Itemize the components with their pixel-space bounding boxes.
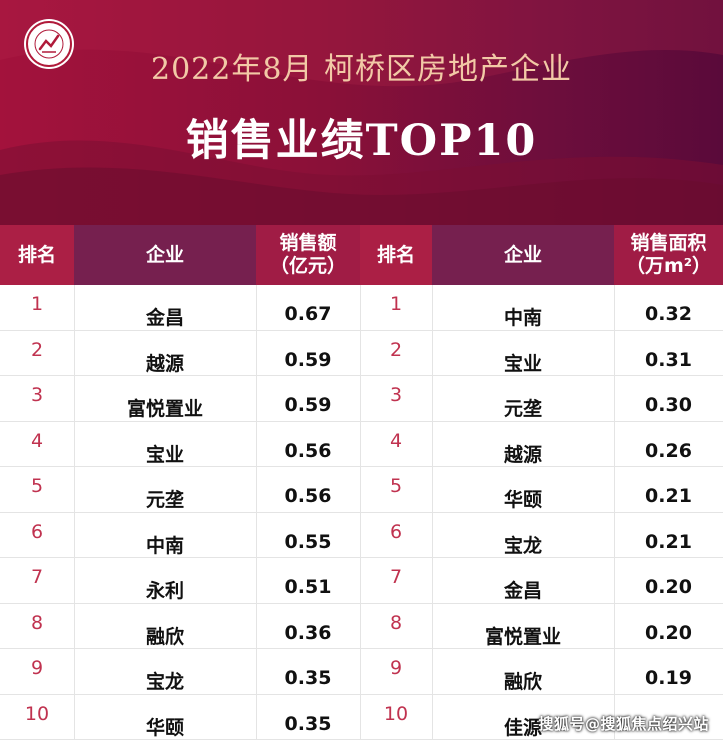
right-company-cell: 富悦置业 xyxy=(432,604,614,649)
left-sales-amount-cell: 0.35 xyxy=(256,649,360,695)
left-rank-cell: 1 xyxy=(0,285,74,331)
company-seal-logo xyxy=(24,19,74,69)
left-rank-cell: 10 xyxy=(0,695,74,740)
left-company-cell: 宝业 xyxy=(74,422,256,467)
right-sales-area-header: 销售面积 （万m²） xyxy=(614,225,723,285)
left-company-cell: 越源 xyxy=(74,331,256,376)
left-sales-amount-cell: 0.51 xyxy=(256,558,360,604)
right-company-cell: 金昌 xyxy=(432,558,614,604)
right-rank-cell: 4 xyxy=(360,422,432,467)
left-company-cell: 宝龙 xyxy=(74,649,256,695)
right-sales-area-cell: 0.26 xyxy=(614,422,723,467)
column-divider xyxy=(74,285,75,740)
left-company-cell: 永利 xyxy=(74,558,256,604)
title-line-2: 销售业绩TOP10 xyxy=(185,116,538,166)
right-sales-area-cell: 0.20 xyxy=(614,558,723,604)
table-row: 5 元垄 0.56 5 华颐 0.21 xyxy=(0,467,723,513)
table-row: 6 中南 0.55 6 宝龙 0.21 xyxy=(0,513,723,558)
right-company-cell: 元垄 xyxy=(432,376,614,422)
right-sales-area-cell: 0.32 xyxy=(614,285,723,331)
left-company-cell: 富悦置业 xyxy=(74,376,256,422)
left-rank-cell: 2 xyxy=(0,331,74,376)
right-sales-area-cell: 0.19 xyxy=(614,649,723,695)
left-rank-cell: 9 xyxy=(0,649,74,695)
right-sales-area-cell: 0.20 xyxy=(614,604,723,649)
column-divider xyxy=(256,285,257,740)
right-sales-area-cell: 0.31 xyxy=(614,331,723,376)
table-row: 8 融欣 0.36 8 富悦置业 0.20 xyxy=(0,604,723,649)
left-sales-amount-cell: 0.35 xyxy=(256,695,360,740)
table-row: 3 富悦置业 0.59 3 元垄 0.30 xyxy=(0,376,723,422)
ranking-table: 排名 企业 销售额 （亿元） 排名 企业 销售面积 （万m²） 1 金昌 0.67 1… xyxy=(0,225,723,740)
right-rank-cell: 3 xyxy=(360,376,432,422)
right-sales-area-cell: 0.21 xyxy=(614,467,723,513)
left-company-cell: 元垄 xyxy=(74,467,256,513)
left-rank-cell: 5 xyxy=(0,467,74,513)
right-company-header: 企业 xyxy=(432,225,614,285)
table-row: 1 金昌 0.67 1 中南 0.32 xyxy=(0,285,723,331)
right-sales-area-cell: 0.21 xyxy=(614,513,723,558)
header-banner: 2022年8月 柯桥区房地产企业 销售业绩TOP10 xyxy=(0,0,723,225)
right-rank-cell: 5 xyxy=(360,467,432,513)
right-rank-cell: 7 xyxy=(360,558,432,604)
left-sales-amount-cell: 0.59 xyxy=(256,331,360,376)
left-sales-amount-cell: 0.59 xyxy=(256,376,360,422)
left-company-header: 企业 xyxy=(74,225,256,285)
left-rank-cell: 7 xyxy=(0,558,74,604)
right-rank-cell: 10 xyxy=(360,695,432,740)
column-divider xyxy=(614,285,615,740)
banner-wave-decoration xyxy=(0,0,723,225)
seal-mark-icon xyxy=(26,21,72,67)
left-sales-amount-cell: 0.36 xyxy=(256,604,360,649)
title-line-1: 2022年8月 柯桥区房地产企业 xyxy=(151,52,572,87)
left-sales-amount-header: 销售额 （亿元） xyxy=(256,225,360,285)
left-company-cell: 金昌 xyxy=(74,285,256,331)
right-rank-cell: 2 xyxy=(360,331,432,376)
right-rank-cell: 8 xyxy=(360,604,432,649)
left-sales-amount-cell: 0.67 xyxy=(256,285,360,331)
watermark: 搜狐号@搜狐焦点绍兴站 xyxy=(538,715,709,733)
left-rank-cell: 3 xyxy=(0,376,74,422)
right-company-cell: 宝业 xyxy=(432,331,614,376)
column-divider xyxy=(432,285,433,740)
left-rank-cell: 6 xyxy=(0,513,74,558)
column-divider xyxy=(360,285,361,740)
left-rank-cell: 4 xyxy=(0,422,74,467)
left-rank-cell: 8 xyxy=(0,604,74,649)
table-row: 4 宝业 0.56 4 越源 0.26 xyxy=(0,422,723,467)
left-sales-amount-cell: 0.56 xyxy=(256,467,360,513)
right-rank-cell: 6 xyxy=(360,513,432,558)
right-company-cell: 华颐 xyxy=(432,467,614,513)
right-company-cell: 越源 xyxy=(432,422,614,467)
table-row: 9 宝龙 0.35 9 融欣 0.19 xyxy=(0,649,723,695)
left-company-cell: 华颐 xyxy=(74,695,256,740)
right-rank-cell: 9 xyxy=(360,649,432,695)
left-company-cell: 融欣 xyxy=(74,604,256,649)
left-sales-amount-cell: 0.56 xyxy=(256,422,360,467)
right-sales-area-cell: 0.30 xyxy=(614,376,723,422)
right-rank-header: 排名 xyxy=(360,225,432,285)
left-company-cell: 中南 xyxy=(74,513,256,558)
left-sales-amount-cell: 0.55 xyxy=(256,513,360,558)
right-company-cell: 中南 xyxy=(432,285,614,331)
right-company-cell: 融欣 xyxy=(432,649,614,695)
right-company-cell: 宝龙 xyxy=(432,513,614,558)
table-row: 7 永利 0.51 7 金昌 0.20 xyxy=(0,558,723,604)
left-rank-header: 排名 xyxy=(0,225,74,285)
right-rank-cell: 1 xyxy=(360,285,432,331)
table-row: 2 越源 0.59 2 宝业 0.31 xyxy=(0,331,723,376)
